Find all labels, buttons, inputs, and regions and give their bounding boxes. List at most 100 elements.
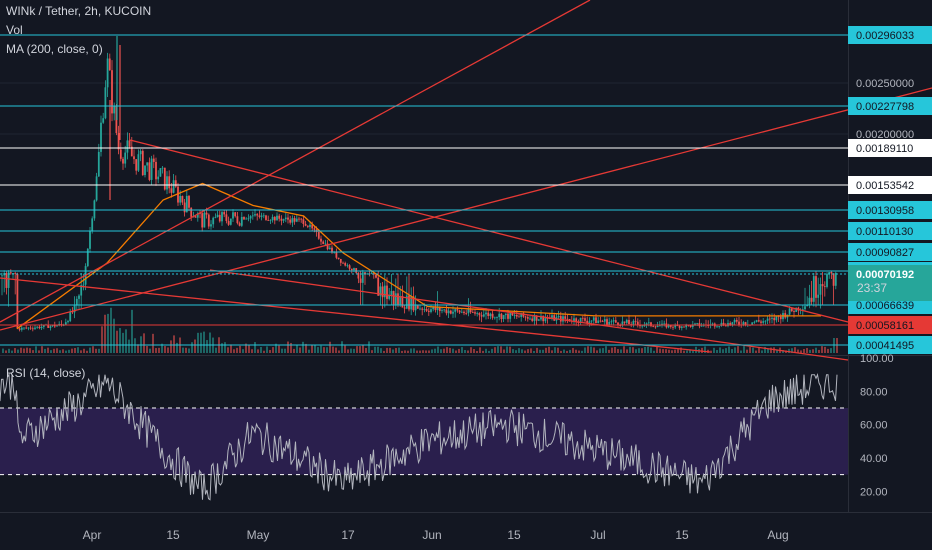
- volume-bar: [395, 348, 397, 353]
- candle-body: [564, 316, 567, 319]
- candle-body: [834, 272, 837, 286]
- rsi-tick-label: 40.00: [860, 453, 888, 465]
- candle-body: [696, 323, 699, 324]
- candle-body: [575, 318, 578, 323]
- candle-body: [821, 284, 824, 287]
- price-level-tag: [848, 316, 932, 334]
- candle-body: [25, 327, 28, 329]
- volume-bar: [479, 347, 481, 353]
- volume-bar: [137, 344, 139, 353]
- candle-body: [568, 318, 571, 321]
- candle-body: [830, 271, 833, 274]
- candle-body: [102, 118, 105, 123]
- candle-body: [223, 212, 226, 215]
- volume-bar: [752, 347, 754, 353]
- candle-body: [300, 218, 303, 220]
- volume-bar: [158, 347, 160, 353]
- candle-body: [119, 149, 122, 159]
- volume-bar: [623, 346, 625, 353]
- volume-bar: [62, 349, 64, 353]
- candle-body: [757, 320, 760, 322]
- rsi-tick-label: 100.00: [860, 353, 894, 365]
- x-tick-label: 15: [507, 528, 521, 542]
- volume-bar: [563, 349, 565, 353]
- volume-bar: [704, 346, 706, 353]
- candle-body: [282, 219, 285, 221]
- candle-body: [128, 140, 131, 147]
- volume-bar: [254, 342, 256, 353]
- candle-body: [108, 58, 111, 71]
- candle-body: [610, 321, 613, 323]
- volume-bar: [110, 307, 112, 353]
- volume-bar: [251, 349, 253, 353]
- candle-body: [674, 325, 677, 328]
- volume-bar: [38, 350, 40, 353]
- volume-bar: [413, 348, 415, 353]
- candle-body: [768, 318, 771, 320]
- candle-body: [89, 230, 91, 249]
- candle-body: [190, 207, 193, 217]
- volume-bar: [560, 350, 562, 353]
- candle-body: [56, 325, 58, 327]
- volume-bar: [383, 350, 385, 353]
- volume-bar: [101, 326, 103, 353]
- volume-bar: [764, 346, 766, 353]
- volume-bar: [257, 349, 259, 353]
- volume-bar: [143, 333, 145, 353]
- trendline[interactable]: [0, 87, 932, 331]
- volume-bar: [611, 347, 613, 353]
- candle-body: [320, 238, 322, 242]
- candle-body: [29, 327, 32, 329]
- volume-bar: [353, 348, 355, 353]
- candle-body: [390, 291, 393, 295]
- volume-bar: [410, 348, 412, 353]
- volume-bar: [518, 348, 520, 353]
- volume-bar: [566, 350, 568, 353]
- volume-bar: [41, 346, 43, 353]
- candle-body: [478, 313, 481, 316]
- rsi-line: [0, 372, 838, 501]
- volume-bar: [248, 345, 250, 353]
- volume-bar: [641, 348, 643, 353]
- candle-body: [507, 313, 509, 319]
- volume-bar: [173, 335, 175, 353]
- candle-body: [364, 272, 366, 274]
- candle-body: [225, 214, 228, 221]
- volume-bar: [209, 332, 211, 353]
- candle-body: [276, 215, 278, 221]
- candle-body: [64, 322, 67, 326]
- candle-body: [243, 216, 245, 220]
- candle-body: [636, 321, 639, 325]
- volume-bar: [47, 347, 49, 353]
- trendline[interactable]: [0, 277, 711, 353]
- volume-bar: [272, 347, 274, 353]
- candle-body: [614, 320, 617, 323]
- candle-body: [40, 326, 43, 329]
- candle-body: [377, 277, 380, 296]
- volume-bar: [830, 348, 832, 353]
- candle-body: [808, 297, 811, 306]
- volume-bar: [602, 348, 604, 353]
- volume-bar: [365, 347, 367, 353]
- volume-bar: [680, 347, 682, 353]
- volume-bar: [512, 349, 514, 353]
- volume-bar: [497, 346, 499, 353]
- candle-body: [357, 272, 360, 279]
- candle-body: [12, 273, 14, 274]
- candle-body: [647, 322, 650, 324]
- candle-body: [414, 305, 417, 311]
- trendline[interactable]: [0, 0, 591, 323]
- volume-bar: [548, 346, 550, 353]
- volume-bar: [116, 330, 118, 353]
- volume-bar: [23, 348, 25, 353]
- volume-bar: [500, 346, 502, 353]
- volume-bar: [425, 350, 427, 353]
- candle-body: [658, 325, 661, 327]
- candle-body: [260, 215, 263, 217]
- candle-body: [806, 305, 809, 307]
- price-level-label: 0.00110130: [856, 226, 913, 238]
- candle-body: [416, 305, 419, 309]
- volume-bar: [551, 350, 553, 353]
- volume-bar: [59, 350, 61, 353]
